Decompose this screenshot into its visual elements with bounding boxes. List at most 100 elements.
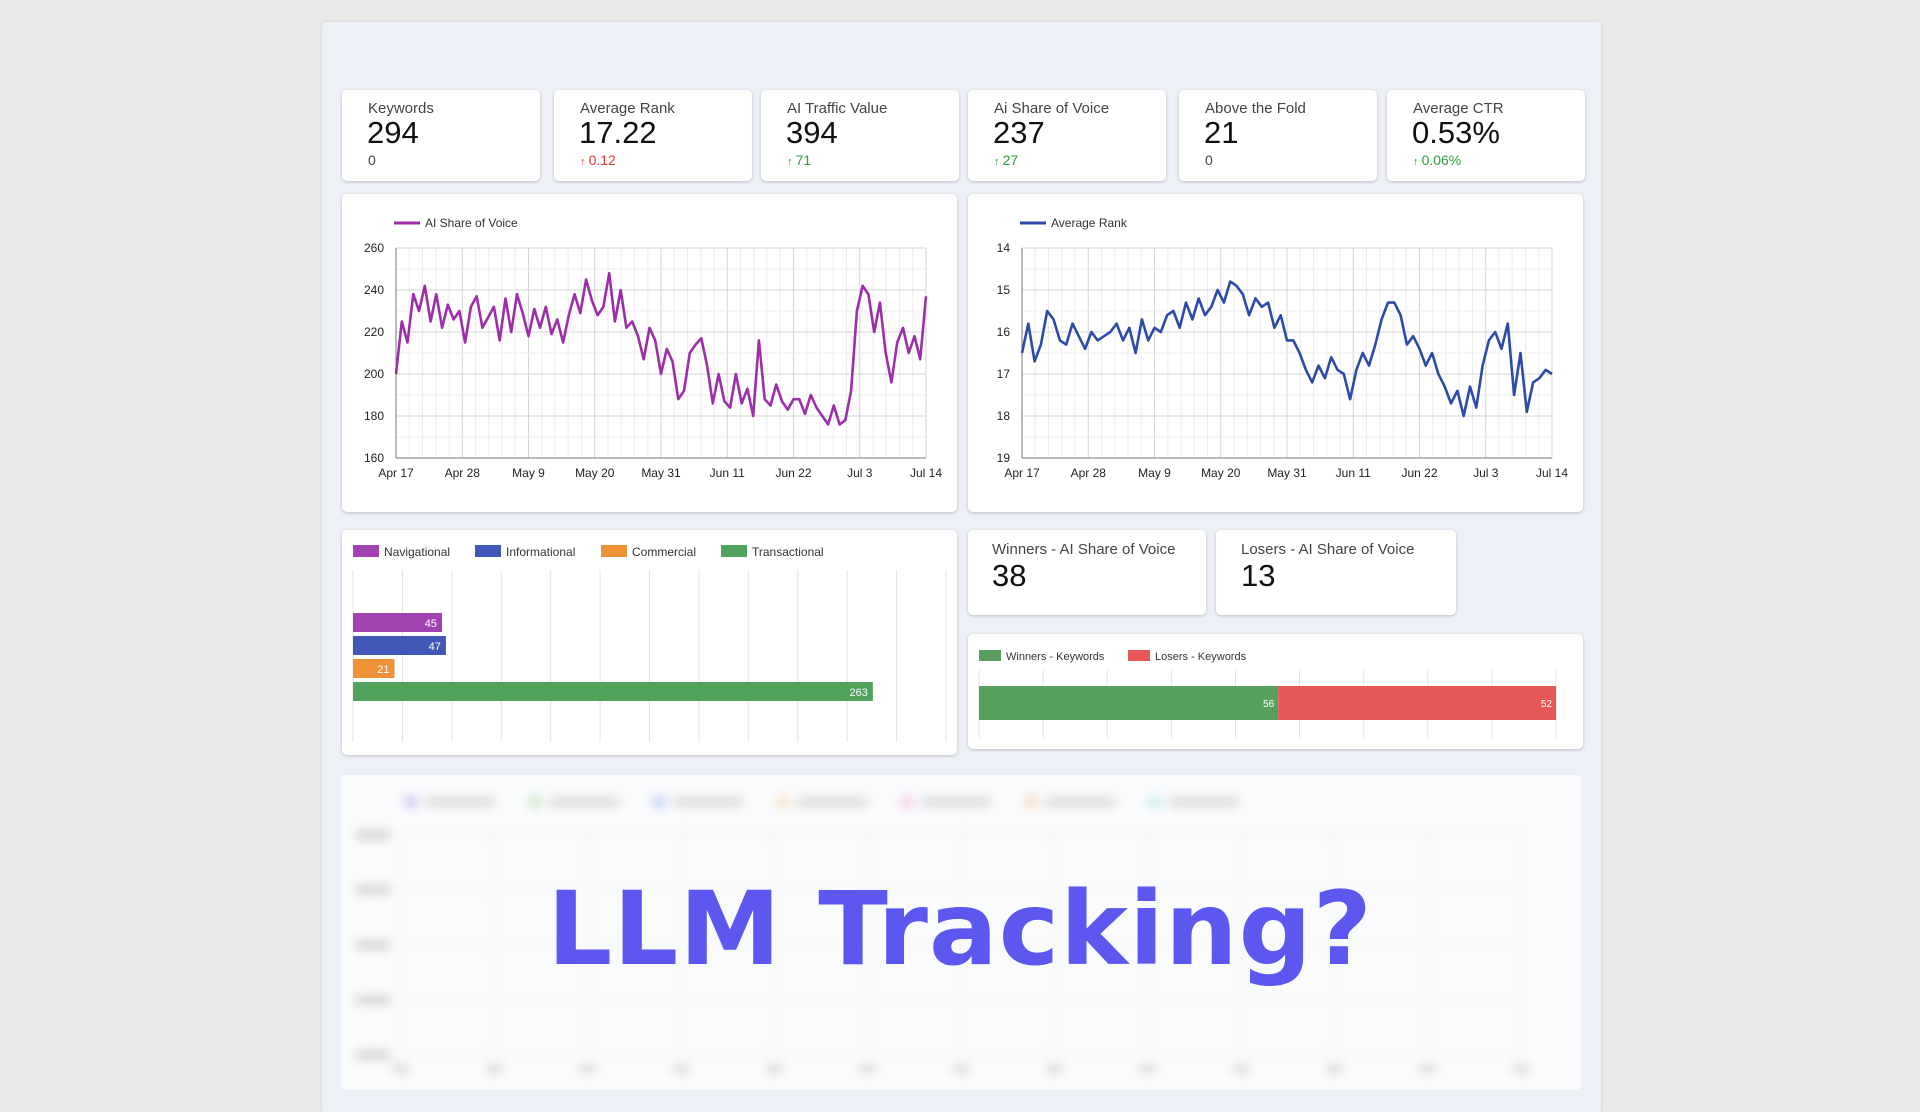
bar-informational[interactable] <box>353 636 446 655</box>
kpi-label: Average CTR <box>1413 100 1504 117</box>
blurred-chart-card <box>341 775 1581 1090</box>
blurred-legend-dot <box>776 795 790 809</box>
kpi-value: 394 <box>786 115 838 150</box>
kpi-delta: ↑ 0.06% <box>1413 152 1461 168</box>
kpi-delta-value: 0.12 <box>588 152 616 168</box>
intent-chart-card: Navigational Informational Commercial Trans… <box>342 530 957 755</box>
x-tick-label: Jul 14 <box>1536 466 1568 480</box>
bar-winners[interactable] <box>979 686 1279 720</box>
kpi-label: Average Rank <box>580 100 675 117</box>
kpi-value: 21 <box>1204 115 1239 150</box>
legend-swatch <box>721 545 747 557</box>
kpi-delta-value: 71 <box>795 152 812 168</box>
kpi-card-3: Ai Share of Voice 237 ↑ 27 <box>968 90 1166 181</box>
blurred-legend-dot <box>900 795 914 809</box>
y-tick-label: 18 <box>997 409 1011 423</box>
blurred-legend-text <box>921 797 991 807</box>
x-tick-label: Jun 22 <box>1401 466 1437 480</box>
bar-value-label: 21 <box>377 664 389 676</box>
kpi-label: Keywords <box>368 100 434 117</box>
y-tick-label: 180 <box>364 409 384 423</box>
winners-value: 38 <box>992 558 1027 593</box>
y-tick-label: 220 <box>364 325 384 339</box>
series-line[interactable] <box>1020 280 1553 418</box>
blurred-legend-dot <box>652 795 666 809</box>
blurred-chart <box>356 795 1529 1073</box>
y-tick-label: 19 <box>997 451 1011 465</box>
kpi-delta-value: 27 <box>1002 152 1019 168</box>
y-tick-label: 240 <box>364 283 384 297</box>
losers-label: Losers - AI Share of Voice <box>1241 541 1415 558</box>
legend-label: Average Rank <box>1051 216 1128 230</box>
rank-chart-card: Average Rank 14 15 16 17 18 19 Apr 17 Apr 28 May … <box>968 194 1583 512</box>
blurred-tick <box>579 1065 596 1073</box>
arrow-up-icon: ↑ <box>580 156 589 168</box>
headline-overlay: LLM Tracking? <box>547 870 1373 989</box>
blurred-tick <box>1326 1065 1343 1073</box>
arrow-up-icon: ↑ <box>787 156 796 168</box>
kpi-value: 17.22 <box>579 115 657 150</box>
x-tick-label: May 9 <box>512 466 545 480</box>
bar-value-label: 52 <box>1541 699 1553 710</box>
legend-label: Losers - Keywords <box>1155 651 1247 663</box>
blurred-legend-text <box>797 797 867 807</box>
kpi-card-0: Keywords 294 0 <box>342 90 540 181</box>
bar-transactional[interactable] <box>353 682 873 701</box>
blurred-legend-dot <box>1024 795 1038 809</box>
legend-swatch <box>353 545 379 557</box>
bar-value-label: 263 <box>850 687 868 699</box>
blurred-tick <box>1139 1065 1156 1073</box>
x-tick-label: Apr 28 <box>445 466 481 480</box>
series-line[interactable] <box>394 271 928 426</box>
legend-label: AI Share of Voice <box>425 216 518 230</box>
legend-swatch <box>1128 650 1150 661</box>
blurred-legend-dot <box>404 795 418 809</box>
kpi-value: 0.53% <box>1412 115 1500 150</box>
blurred-legend-dot <box>528 795 542 809</box>
kpi-card-2: AI Traffic Value 394 ↑ 71 <box>761 90 959 181</box>
blurred-legend-text <box>549 797 619 807</box>
legend-label: Navigational <box>384 545 450 559</box>
blurred-legend-text <box>1169 797 1239 807</box>
kpi-delta-value: 0.06% <box>1421 152 1462 168</box>
kpi-delta-value: 0 <box>1205 152 1213 168</box>
x-tick-label: Apr 28 <box>1071 466 1107 480</box>
y-tick-label: 260 <box>364 241 384 255</box>
x-tick-label: Jul 3 <box>847 466 873 480</box>
bar-commercial[interactable] <box>353 659 395 678</box>
kpi-value: 237 <box>993 115 1045 150</box>
blurred-tick <box>356 885 390 895</box>
y-tick-label: 200 <box>364 367 384 381</box>
blurred-tick <box>1046 1065 1063 1073</box>
x-tick-label: May 9 <box>1138 466 1171 480</box>
kpi-label: AI Traffic Value <box>787 100 888 117</box>
bar-navigational[interactable] <box>353 613 442 632</box>
kpi-card-1: Average Rank 17.22 ↑ 0.12 <box>554 90 752 181</box>
bar-losers[interactable] <box>1278 686 1556 720</box>
x-tick-label: May 31 <box>641 466 681 480</box>
legend-label: Informational <box>506 545 575 559</box>
intent-bar-chart[interactable]: Navigational Informational Commercial Trans… <box>342 530 957 755</box>
legend-label: Winners - Keywords <box>1006 651 1105 663</box>
kpi-delta: ↑ 0.12 <box>580 152 616 168</box>
blurred-tick <box>393 1065 409 1073</box>
legend-label: Commercial <box>632 545 696 559</box>
kpi-delta: ↑ 27 <box>994 152 1018 168</box>
legend-swatch <box>979 650 1001 661</box>
kpi-delta: 0 <box>368 152 376 168</box>
losers-value: 13 <box>1241 558 1276 593</box>
bar-value-label: 56 <box>1263 699 1275 710</box>
blurred-tick <box>356 940 390 950</box>
kpi-delta: ↑ 71 <box>787 152 811 168</box>
winners-label: Winners - AI Share of Voice <box>992 541 1176 558</box>
legend-swatch <box>475 545 501 557</box>
blurred-tick <box>486 1065 503 1073</box>
blurred-legend-dot <box>1148 795 1162 809</box>
blurred-tick <box>1233 1065 1249 1073</box>
winloss-bar-chart[interactable]: Winners - Keywords Losers - Keywords 56 52 <box>968 634 1583 749</box>
x-tick-label: May 20 <box>575 466 615 480</box>
kpi-label: Ai Share of Voice <box>994 100 1110 117</box>
legend-swatch <box>601 545 627 557</box>
